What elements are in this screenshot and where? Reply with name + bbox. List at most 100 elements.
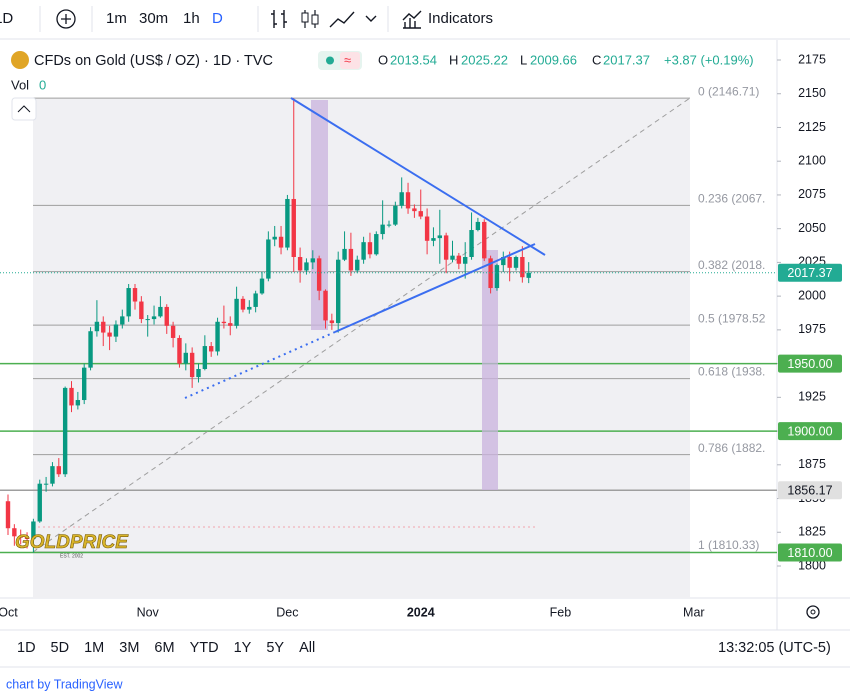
bars-icon[interactable] xyxy=(271,10,287,28)
interval[interactable]: 30m xyxy=(139,10,168,27)
x-tick-label: Nov xyxy=(137,605,160,619)
price-label-box xyxy=(778,543,842,562)
candle-body xyxy=(272,236,277,240)
candle-body xyxy=(50,466,55,484)
candle-body xyxy=(526,272,531,278)
candle-body xyxy=(88,331,93,368)
price-label: 1950.00 xyxy=(787,357,832,371)
range-button[interactable]: 5D xyxy=(51,640,70,656)
candle-body xyxy=(113,324,119,337)
candle-body xyxy=(228,323,233,326)
add-symbol-icon[interactable] xyxy=(56,9,76,29)
fib-label: 0.786 (1882. xyxy=(698,441,765,455)
approx-icon: ≈ xyxy=(344,52,351,67)
candle-icon-body xyxy=(301,12,309,23)
candle-body xyxy=(374,234,379,255)
toolbar: LD 1m 30m 1h D Indicators xyxy=(0,6,493,32)
clock: 13:32:05 (UTC-5) xyxy=(718,640,831,656)
range-bar: 13:32:05 (UTC-5) chart by TradingView 1D… xyxy=(0,640,850,691)
range-button[interactable]: YTD xyxy=(190,640,219,656)
trend-line[interactable] xyxy=(290,97,546,256)
range-button[interactable]: 3M xyxy=(119,640,139,656)
candle-body xyxy=(424,216,430,241)
highlight-box[interactable] xyxy=(482,250,498,490)
candle-body xyxy=(62,387,68,475)
symbol[interactable]: LD xyxy=(0,10,13,27)
interval-active[interactable]: D xyxy=(212,10,223,27)
candle-body xyxy=(437,235,442,239)
candle-body xyxy=(126,288,131,317)
legend-title[interactable]: CFDs on Gold (US$ / OZ) · 1D · TVC xyxy=(34,53,273,69)
collapse-button[interactable] xyxy=(11,97,37,121)
candle-body xyxy=(221,321,227,324)
indicators-icon[interactable] xyxy=(402,10,422,29)
trend-line[interactable] xyxy=(334,243,536,333)
volume-label: Vol xyxy=(11,77,29,92)
fib-label: 0.618 (1938. xyxy=(698,365,765,379)
candle-body xyxy=(412,208,417,212)
settings-icon[interactable] xyxy=(806,605,820,619)
interval[interactable]: 1m xyxy=(106,10,127,27)
last-price-box xyxy=(778,263,842,282)
price-label: 1810.00 xyxy=(787,546,832,560)
candle-body xyxy=(355,259,360,271)
candle-body xyxy=(120,316,125,325)
candle-body xyxy=(488,258,493,289)
area-icon[interactable] xyxy=(329,11,355,28)
candle-body xyxy=(177,337,182,364)
dropdown-icon[interactable] xyxy=(365,15,377,22)
x-tick-label: Dec xyxy=(276,605,298,619)
candle-body xyxy=(380,224,385,235)
candle-body xyxy=(94,321,100,332)
range-button[interactable]: 6M xyxy=(154,640,174,656)
y-tick-label: 1800 xyxy=(798,558,826,572)
range-button[interactable]: 1M xyxy=(84,640,104,656)
candle-body xyxy=(323,290,328,321)
candle-body xyxy=(336,259,341,324)
candle-body xyxy=(170,325,176,338)
candle-icon-body xyxy=(311,14,319,25)
y-tick-label: 2050 xyxy=(798,221,826,235)
range-button[interactable]: 1Y xyxy=(234,640,252,656)
credit[interactable]: chart by TradingView xyxy=(6,677,123,691)
last-price-label: 2017.37 xyxy=(787,266,832,280)
candle-body xyxy=(463,257,468,264)
ohlc-value: 2009.66 xyxy=(530,52,577,67)
price-label-box xyxy=(778,481,842,500)
y-tick-label: 2150 xyxy=(798,86,826,100)
fib-trend-line[interactable] xyxy=(32,97,691,553)
candle-body xyxy=(469,230,474,258)
candle-body xyxy=(164,306,169,326)
candle-body xyxy=(405,192,411,209)
candle-body xyxy=(24,537,30,540)
fib-label: 1 (1810.33) xyxy=(698,538,759,552)
interval[interactable]: 1h xyxy=(183,10,200,27)
candle-body xyxy=(520,257,525,278)
status-pill[interactable] xyxy=(340,52,360,69)
candle-body xyxy=(361,242,366,260)
y-tick-label: 1875 xyxy=(798,457,826,471)
candle-body xyxy=(304,262,309,271)
candle-body xyxy=(202,346,208,369)
candle-body xyxy=(107,332,112,337)
candle-body xyxy=(37,483,42,522)
range-button[interactable]: All xyxy=(299,640,315,656)
range-button[interactable]: 1D xyxy=(17,640,36,656)
price-label: 1856.17 xyxy=(787,484,832,498)
y-tick-label: 2125 xyxy=(798,120,826,134)
candle-body xyxy=(145,319,150,321)
settings-icon-center xyxy=(810,609,816,615)
y-tick-label: 2100 xyxy=(798,153,826,167)
range-button[interactable]: 5Y xyxy=(266,640,284,656)
y-tick-label: 2000 xyxy=(798,288,826,302)
x-tick-label: Oct xyxy=(0,605,18,619)
candle-body xyxy=(234,298,239,326)
candle-body xyxy=(475,221,481,231)
indicators-button[interactable]: Indicators xyxy=(428,10,493,27)
candle-body xyxy=(31,521,36,540)
fib-label: 0.382 (2018. xyxy=(698,258,765,272)
candle-body xyxy=(253,293,258,307)
candle-body xyxy=(450,255,455,260)
candle-body xyxy=(329,320,335,324)
candle-body xyxy=(291,198,296,258)
